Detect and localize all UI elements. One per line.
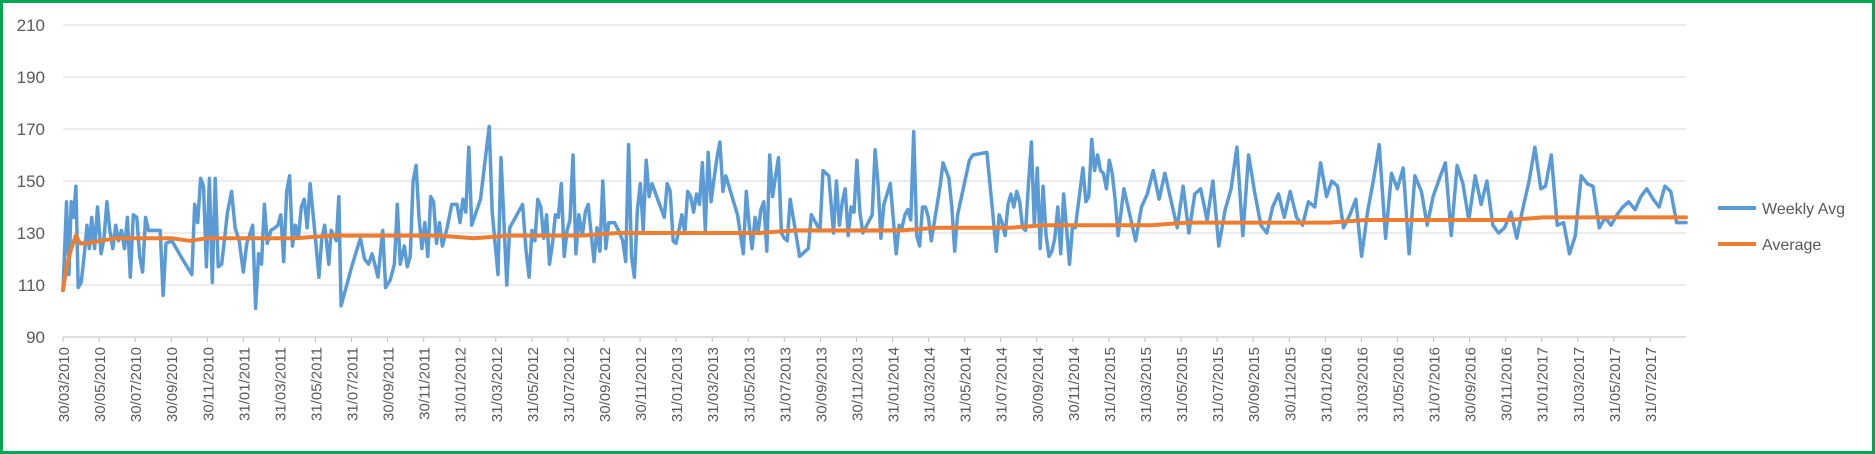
y-tick-label: 150 xyxy=(17,172,45,191)
x-tick-label: 31/01/2011 xyxy=(236,347,253,421)
x-tick-label: 30/09/2016 xyxy=(1463,347,1480,422)
series-layer xyxy=(61,124,1688,311)
x-tick-label: 31/07/2017 xyxy=(1643,347,1660,422)
x-tick-label: 30/11/2016 xyxy=(1499,347,1516,421)
x-tick-label: 30/11/2015 xyxy=(1282,347,1299,421)
x-tick-label: 31/01/2012 xyxy=(453,347,470,422)
legend: Weekly Avg Average xyxy=(1718,201,1845,254)
x-tick-label: 30/09/2015 xyxy=(1246,347,1263,422)
x-tick-label: 30/07/2010 xyxy=(128,347,145,422)
gridlines xyxy=(63,24,1686,338)
x-tick-label: 31/03/2011 xyxy=(272,347,289,421)
y-tick-label: 90 xyxy=(26,328,45,347)
legend-label: Weekly Avg xyxy=(1762,201,1845,218)
x-tick-label: 31/05/2012 xyxy=(525,347,542,422)
x-tick-label: 31/07/2011 xyxy=(345,347,362,421)
y-tick-label: 190 xyxy=(17,68,45,87)
x-tick-label: 30/09/2011 xyxy=(381,347,398,421)
y-tick-label: 130 xyxy=(17,224,45,243)
x-tick-label: 31/03/2017 xyxy=(1571,347,1588,422)
y-axis: 90 110 130 150 170 190 210 xyxy=(17,16,45,347)
x-tick-label: 31/01/2014 xyxy=(886,347,903,422)
series-line-weekly-avg xyxy=(61,124,1688,311)
x-tick-label: 30/11/2012 xyxy=(633,347,650,421)
x-tick-label: 31/07/2015 xyxy=(1210,347,1227,422)
x-tick-label: 31/03/2014 xyxy=(922,347,939,422)
x-tick-label: 31/05/2014 xyxy=(958,347,975,422)
x-tick-label: 30/11/2010 xyxy=(200,347,217,421)
x-tick-label: 31/01/2015 xyxy=(1102,347,1119,422)
x-tick-label: 31/03/2012 xyxy=(489,347,506,422)
x-tick-label: 30/09/2014 xyxy=(1030,347,1047,422)
x-axis: 30/03/2010 30/05/2010 30/07/2010 30/09/2010… xyxy=(56,337,1660,422)
series-line-average xyxy=(61,215,1688,293)
x-tick-label: 31/03/2016 xyxy=(1354,347,1371,422)
x-tick-label: 31/07/2012 xyxy=(561,347,578,422)
y-tick-label: 210 xyxy=(17,16,45,35)
x-tick-label: 30/11/2011 xyxy=(417,347,434,420)
x-tick-label: 30/11/2014 xyxy=(1066,347,1083,421)
x-tick-label: 30/09/2013 xyxy=(813,347,830,422)
x-tick-label: 30/05/2010 xyxy=(92,347,109,422)
x-tick-label: 31/07/2016 xyxy=(1427,347,1444,422)
x-tick-label: 30/09/2012 xyxy=(597,347,614,422)
x-tick-label: 31/05/2013 xyxy=(741,347,758,422)
x-tick-label: 31/01/2013 xyxy=(669,347,686,422)
x-tick-label: 30/09/2010 xyxy=(164,347,181,422)
x-tick-label: 31/05/2016 xyxy=(1390,347,1407,422)
x-tick-label: 30/11/2013 xyxy=(849,347,866,421)
x-tick-label: 31/05/2015 xyxy=(1174,347,1191,422)
x-tick-label: 31/01/2017 xyxy=(1535,347,1552,422)
x-tick-label: 31/01/2016 xyxy=(1318,347,1335,422)
y-tick-label: 170 xyxy=(17,120,45,139)
x-tick-label: 31/05/2011 xyxy=(308,347,325,421)
x-tick-label: 31/07/2014 xyxy=(994,347,1011,422)
legend-label: Average xyxy=(1762,237,1821,254)
x-tick-label: 31/03/2013 xyxy=(705,347,722,422)
y-tick-label: 110 xyxy=(18,276,45,295)
x-tick-label: 30/03/2010 xyxy=(56,347,73,422)
x-tick-label: 31/07/2013 xyxy=(777,347,794,422)
x-tick-label: 31/03/2015 xyxy=(1138,347,1155,422)
x-tick-label: 31/05/2017 xyxy=(1607,347,1624,422)
